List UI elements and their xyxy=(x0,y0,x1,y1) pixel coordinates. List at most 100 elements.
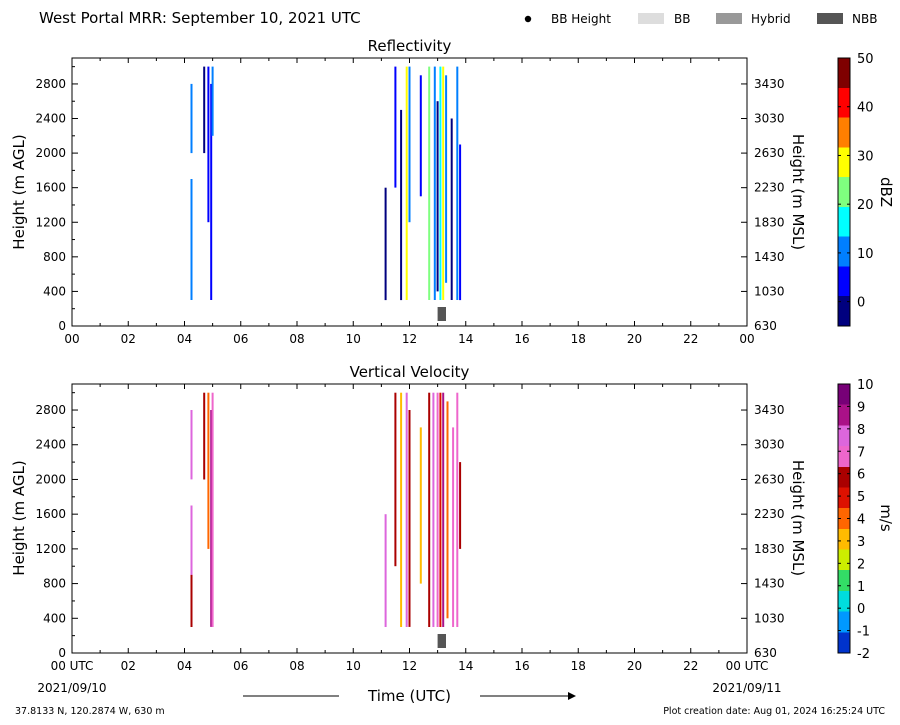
data-streak xyxy=(207,392,210,549)
data-streak xyxy=(442,66,445,300)
data-streak xyxy=(190,505,193,627)
x-axis-label: Time (UTC) xyxy=(367,687,451,705)
x-tick-label: 00 UTC xyxy=(726,659,769,673)
data-streak xyxy=(452,427,455,627)
colorbar-tick-label: 20 xyxy=(857,198,874,213)
data-streak xyxy=(211,392,214,627)
y-tick-label-right: 2230 xyxy=(754,181,785,195)
y-tick-label: 2400 xyxy=(35,112,66,126)
y-tick-label-right: 3030 xyxy=(754,112,785,126)
legend-label-bb: BB xyxy=(674,12,690,26)
y-ticks-left: 0 400 800 1200 1600 2000 2400 2800 xyxy=(35,392,78,660)
y-tick-label-right: 2630 xyxy=(754,146,785,160)
colorbar-label: dBZ xyxy=(877,177,895,207)
data-streak xyxy=(419,427,422,584)
data-streak xyxy=(394,66,397,188)
y-tick-label-right: 3430 xyxy=(754,403,785,417)
x-tick-label: 04 xyxy=(177,659,192,673)
colorbar: -2 -1 0 1 2 3 4 5 6 7 8 9 10 m/s xyxy=(837,378,895,662)
legend-label-bb-height: BB Height xyxy=(551,12,611,26)
data-streak xyxy=(439,392,442,627)
y-tick-label: 800 xyxy=(43,250,66,264)
data-streak xyxy=(210,410,213,627)
x-tick-label: 06 xyxy=(233,332,248,346)
data-streak xyxy=(442,392,445,627)
y-tick-label: 400 xyxy=(43,284,66,298)
colorbar-tick-label: 50 xyxy=(857,52,874,67)
colorbar: 0 10 20 30 40 50 dBZ xyxy=(837,52,895,327)
data-streak xyxy=(408,410,411,627)
y-tick-label-right: 1830 xyxy=(754,542,785,556)
bright-band-marker xyxy=(437,634,446,648)
data-streak xyxy=(436,101,439,292)
colorbar-tick-label: 2 xyxy=(857,557,865,572)
y-tick-label-right: 3430 xyxy=(754,77,785,91)
bright-band-markers xyxy=(437,307,446,321)
panel-title: Vertical Velocity xyxy=(350,363,470,381)
y-tick-label-right: 630 xyxy=(754,646,777,660)
y-tick-label: 2800 xyxy=(35,403,66,417)
x-ticks: 00 UTC 02 04 06 08 10 12 14 16 18 20 22 00 UTC xyxy=(51,384,769,673)
data-streak xyxy=(405,66,408,300)
y-tick-label-right: 1830 xyxy=(754,215,785,229)
colorbar-tick-label: 0 xyxy=(857,296,865,311)
y-tick-label-right: 1030 xyxy=(754,284,785,298)
colorbar-label: m/s xyxy=(877,504,895,532)
y-ticks-left: 0 400 800 1200 1600 2000 2400 2800 xyxy=(35,66,78,333)
data-streak xyxy=(190,179,193,300)
colorbar-tick-label: 7 xyxy=(857,445,865,460)
data-streak xyxy=(419,75,422,197)
y-tick-label: 2800 xyxy=(35,77,66,91)
data-streak xyxy=(450,118,453,300)
data-streak xyxy=(445,75,448,283)
x-tick-label: 16 xyxy=(514,332,529,346)
x-tick-label: 06 xyxy=(233,659,248,673)
y-tick-label: 2400 xyxy=(35,438,66,452)
y-axis-label-right: Height (m MSL) xyxy=(789,134,807,250)
x-tick-label: 18 xyxy=(571,659,586,673)
colorbar-tick-label: 6 xyxy=(857,468,865,483)
data-streak xyxy=(394,392,397,567)
data-streak xyxy=(433,66,436,300)
y-tick-label: 0 xyxy=(58,319,66,333)
y-axis-label-right: Height (m MSL) xyxy=(789,460,807,576)
y-tick-label: 1200 xyxy=(35,542,66,556)
x-tick-label: 16 xyxy=(514,659,529,673)
data-streak xyxy=(456,392,459,627)
x-tick-label: 08 xyxy=(289,332,304,346)
colorbar-bar xyxy=(837,57,851,327)
data-streak xyxy=(203,66,206,154)
colorbar-tick-label: 10 xyxy=(857,247,874,262)
legend-swatch-hybrid xyxy=(716,13,742,24)
legend-label-nbb: NBB xyxy=(852,12,877,26)
colorbar-ticks: 0 10 20 30 40 50 xyxy=(838,52,874,311)
data-streak xyxy=(428,392,431,627)
y-ticks-right: 630 1030 1430 1830 2230 2630 3030 3430 xyxy=(741,403,785,660)
streaks xyxy=(190,66,462,301)
legend: BB Height BB Hybrid NBB xyxy=(524,12,877,26)
x-tick-label: 18 xyxy=(571,332,586,346)
x-tick-label: 12 xyxy=(402,332,417,346)
start-date: 2021/09/10 xyxy=(37,681,106,695)
data-streak xyxy=(459,462,462,549)
y-tick-label: 1600 xyxy=(35,181,66,195)
x-tick-label: 00 xyxy=(64,332,79,346)
x-axis-arrow-head-icon xyxy=(568,692,576,700)
colorbar-tick-label: 5 xyxy=(857,490,865,505)
y-tick-label-right: 1430 xyxy=(754,250,785,264)
x-tick-label: 10 xyxy=(346,659,361,673)
x-tick-label: 02 xyxy=(121,659,136,673)
data-streak xyxy=(405,392,408,627)
data-streak xyxy=(190,410,193,480)
data-streak xyxy=(211,66,214,136)
y-tick-label: 0 xyxy=(58,646,66,660)
x-tick-label: 02 xyxy=(121,332,136,346)
creation-date: Plot creation date: Aug 01, 2024 16:25:2… xyxy=(663,706,885,717)
x-tick-label: 08 xyxy=(289,659,304,673)
y-tick-label-right: 630 xyxy=(754,319,777,333)
data-streak xyxy=(203,392,206,480)
x-tick-label: 12 xyxy=(402,659,417,673)
y-axis-label-left: Height (m AGL) xyxy=(10,460,28,575)
colorbar-tick-label: 0 xyxy=(857,602,865,617)
